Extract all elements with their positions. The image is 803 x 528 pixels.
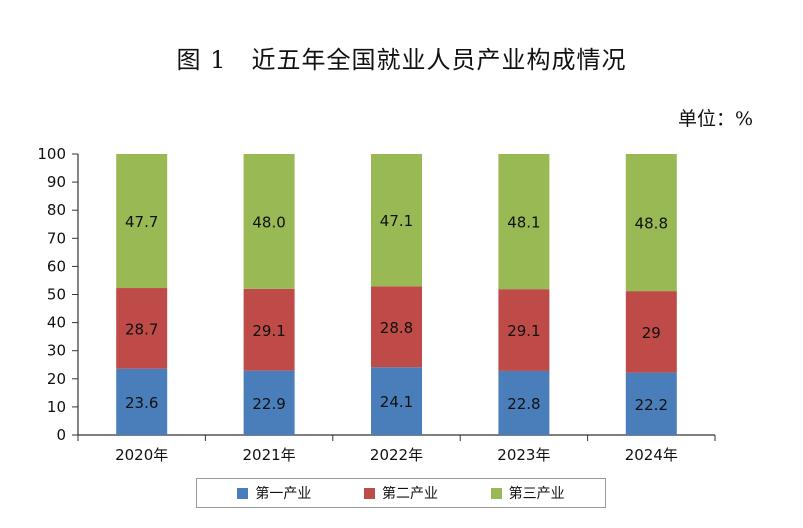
data-label: 47.1 [380,212,413,230]
data-label: 47.7 [125,213,158,231]
legend-swatch-secondary [363,487,375,499]
data-label: 29.1 [252,322,285,340]
bar-segment-primary [625,372,677,435]
y-tick-label: 50 [47,286,66,304]
bar-segment-secondary [116,288,168,369]
x-tick-label: 2022年 [370,446,423,464]
legend-label-secondary: 第二产业 [381,486,438,502]
x-tick-label: 2023年 [497,446,550,464]
bar-segment-tertiary [625,154,677,292]
y-tick-label: 30 [47,342,66,360]
y-tick-label: 40 [47,314,66,332]
data-label: 22.8 [507,395,540,413]
bar-segment-secondary [498,289,550,371]
legend-label-tertiary: 第三产业 [508,486,565,502]
data-label: 22.2 [635,396,668,414]
bar-segment-primary [371,367,422,435]
x-tick-label: 2020年 [115,446,168,464]
legend-swatch-primary [237,487,249,499]
bar-segment-secondary [625,291,677,373]
legend-label-primary: 第一产业 [255,486,312,502]
data-label: 22.9 [252,395,285,413]
bar-segment-tertiary [116,154,168,289]
data-label: 29.1 [507,322,540,340]
bar-segment-tertiary [371,154,422,287]
y-tick-label: 70 [47,229,66,247]
data-label: 48.0 [252,213,285,231]
bar-segment-primary [116,368,168,435]
bar-segment-tertiary [498,154,550,290]
y-tick-label: 20 [47,370,66,388]
x-tick-label: 2024年 [625,446,678,464]
y-tick-label: 100 [37,145,66,163]
unit-label: 单位：% [677,108,753,130]
y-tick-label: 60 [47,257,66,275]
bar-segment-secondary [243,288,295,371]
legend: 第一产业 第二产业 第三产业 [196,478,606,508]
x-tick-label: 2021年 [243,446,296,464]
data-label: 48.1 [507,214,540,232]
legend-item-primary: 第一产业 [237,483,311,503]
data-label: 23.6 [125,394,158,412]
data-label: 28.8 [380,319,413,337]
data-label: 48.8 [635,215,668,233]
bar-segment-primary [243,370,295,435]
legend-item-tertiary: 第三产业 [490,483,565,503]
legend-swatch-tertiary [490,487,502,499]
y-tick-label: 0 [56,426,66,444]
bar-segment-tertiary [243,154,295,289]
legend-item-secondary: 第二产业 [363,483,438,503]
data-label: 29 [642,324,661,342]
y-tick-label: 90 [47,173,66,191]
y-tick-label: 80 [47,201,66,219]
y-tick-label: 10 [47,398,66,416]
bar-segment-secondary [371,286,422,368]
data-label: 24.1 [380,393,413,411]
bar-segment-primary [498,370,550,435]
chart-title: 图 1 近五年全国就业人员产业构成情况 [176,46,627,74]
data-label: 28.7 [125,320,158,338]
